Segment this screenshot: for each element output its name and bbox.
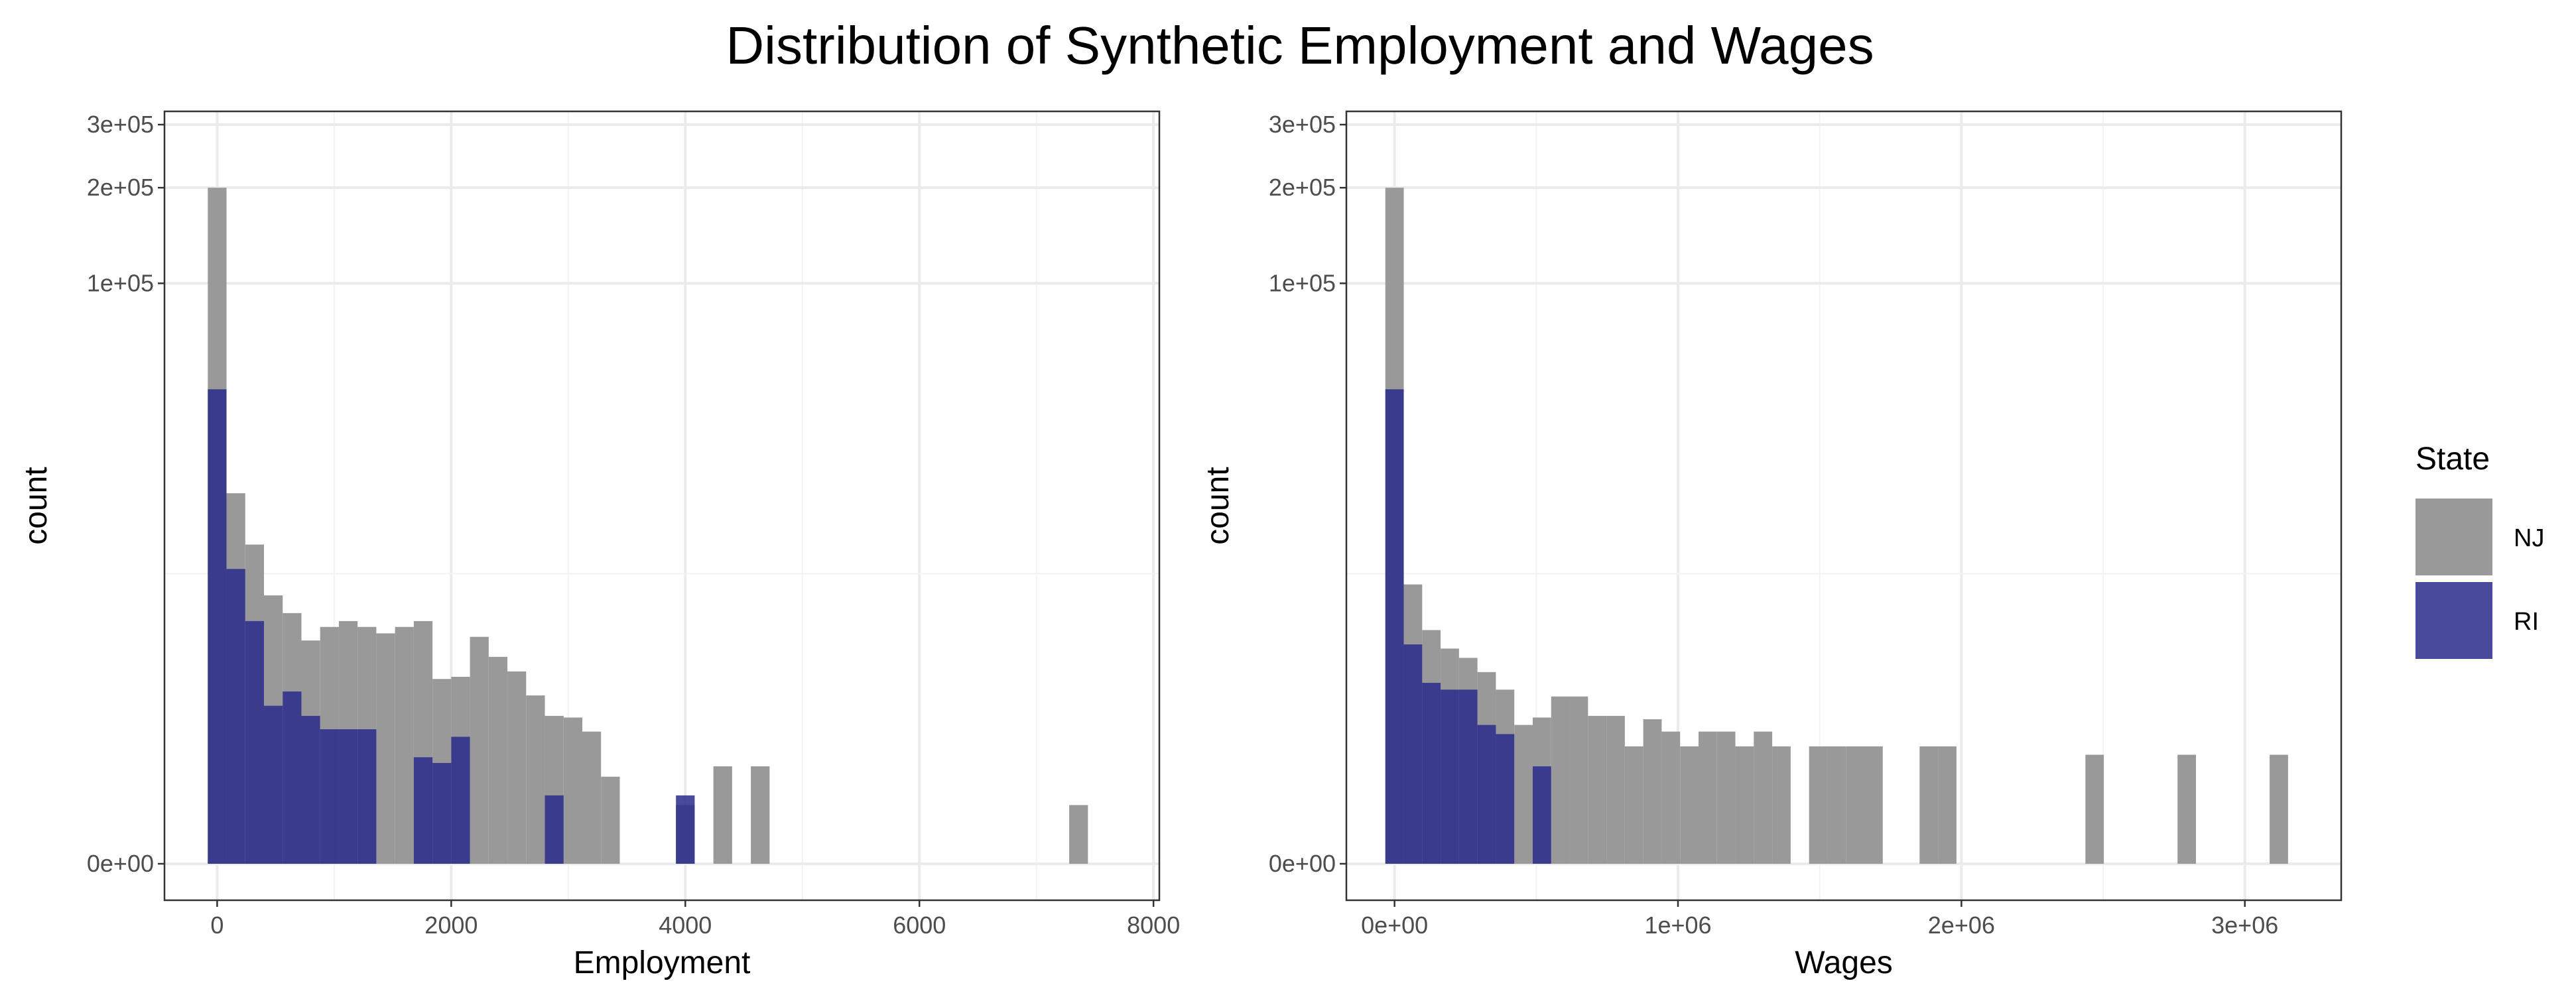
bar-nj — [1606, 715, 1625, 864]
legend-swatch-nj — [2415, 499, 2492, 575]
y-tick-label: 0e+00 — [87, 850, 154, 877]
bar-nj — [1624, 746, 1643, 864]
legend: State NJ RI — [2415, 442, 2544, 659]
bar-ri — [283, 691, 302, 864]
y-axis-title: count — [19, 467, 54, 544]
panel-employment: 0 2000 4000 6000 8000 0e+00 1e+05 2e+05 3e+05 Emp… — [19, 110, 1180, 980]
x-tick-label: 3e+06 — [2211, 912, 2278, 939]
bar-ri — [320, 729, 339, 864]
bar-ri — [451, 736, 470, 864]
legend-label-ri: RI — [2514, 608, 2539, 636]
x-tick-label: 8000 — [1127, 912, 1180, 939]
bar-ri — [1458, 689, 1478, 864]
bar-nj — [563, 717, 582, 864]
bar-nj — [1938, 746, 1957, 864]
bar-nj — [1588, 715, 1607, 864]
bar-nj — [2177, 754, 2196, 864]
bar-ri — [676, 795, 695, 864]
bar-nj — [395, 626, 414, 864]
bar-nj — [2085, 754, 2104, 864]
bar-nj — [1661, 731, 1681, 864]
y-axis-title: count — [1200, 467, 1236, 544]
bar-nj — [1569, 696, 1588, 864]
bar-ri — [432, 762, 452, 864]
bar-nj — [713, 766, 732, 864]
legend-label-nj: NJ — [2514, 524, 2544, 552]
bar-nj — [1809, 746, 1828, 864]
panel-border — [163, 110, 1161, 902]
y-tick-label: 3e+05 — [87, 111, 154, 138]
bar-ri — [1403, 644, 1423, 864]
bar-nj — [507, 671, 527, 864]
bar-nj — [1864, 746, 1883, 864]
y-tick-label: 3e+05 — [1269, 111, 1336, 138]
bar-nj — [601, 776, 620, 864]
bar-ri — [545, 795, 564, 864]
bar-nj — [1514, 725, 1533, 864]
legend-title: State — [2415, 442, 2490, 477]
bar-ri — [1385, 389, 1404, 864]
x-tick-label: 0 — [210, 912, 224, 939]
bar-nj — [1698, 731, 1717, 864]
x-axis-title: Wages — [1795, 945, 1893, 980]
x-tick-label: 1e+06 — [1644, 912, 1711, 939]
bar-ri — [338, 729, 358, 864]
bar-ri — [413, 757, 433, 864]
bar-ri — [245, 620, 264, 864]
y-tick-label: 0e+00 — [1269, 850, 1336, 877]
bar-nj — [1846, 746, 1864, 864]
bar-ri — [1477, 725, 1496, 864]
bar-ri — [301, 715, 320, 864]
bar-ri — [208, 389, 227, 864]
bar-nj — [582, 731, 602, 864]
bar-ri — [1441, 689, 1459, 864]
bar-nj — [1680, 746, 1699, 864]
bar-ri — [264, 705, 283, 864]
bar-nj — [1716, 731, 1736, 864]
bar-nj — [1772, 746, 1791, 864]
bar-nj — [470, 636, 489, 864]
x-tick-label: 4000 — [659, 912, 712, 939]
bar-ri — [1496, 734, 1515, 864]
chart-title: Distribution of Synthetic Employment and… — [726, 16, 1874, 75]
panel-border — [1345, 110, 2343, 902]
bar-nj — [1827, 746, 1846, 864]
bar-ri — [357, 729, 377, 864]
panel-wages: 0e+00 1e+06 2e+06 3e+06 0e+00 1e+05 2e+05 3e+05… — [1200, 110, 2343, 980]
x-axis-title: Employment — [574, 945, 751, 980]
bar-nj — [2270, 754, 2288, 864]
y-tick-label: 2e+05 — [87, 174, 154, 201]
bar-nj — [526, 695, 545, 864]
y-tick-label: 1e+05 — [1269, 269, 1336, 296]
legend-swatch-ri — [2415, 582, 2492, 659]
x-tick-label: 2e+06 — [1928, 912, 1995, 939]
bar-ri — [1532, 766, 1551, 864]
y-tick-label: 1e+05 — [87, 269, 154, 296]
bar-ri — [1422, 683, 1441, 864]
bar-nj — [1754, 731, 1773, 864]
bar-nj — [1551, 696, 1570, 864]
y-tick-label: 2e+05 — [1269, 174, 1336, 201]
x-tick-label: 0e+00 — [1361, 912, 1428, 939]
bar-nj — [1069, 805, 1088, 864]
bar-ri — [226, 569, 245, 864]
bar-nj — [1643, 719, 1662, 864]
x-tick-label: 2000 — [424, 912, 478, 939]
bar-nj — [488, 656, 508, 864]
bar-nj — [1919, 746, 1939, 864]
x-tick-label: 6000 — [893, 912, 946, 939]
bar-nj — [1735, 746, 1754, 864]
bar-nj — [376, 633, 395, 864]
bar-nj — [751, 766, 770, 864]
